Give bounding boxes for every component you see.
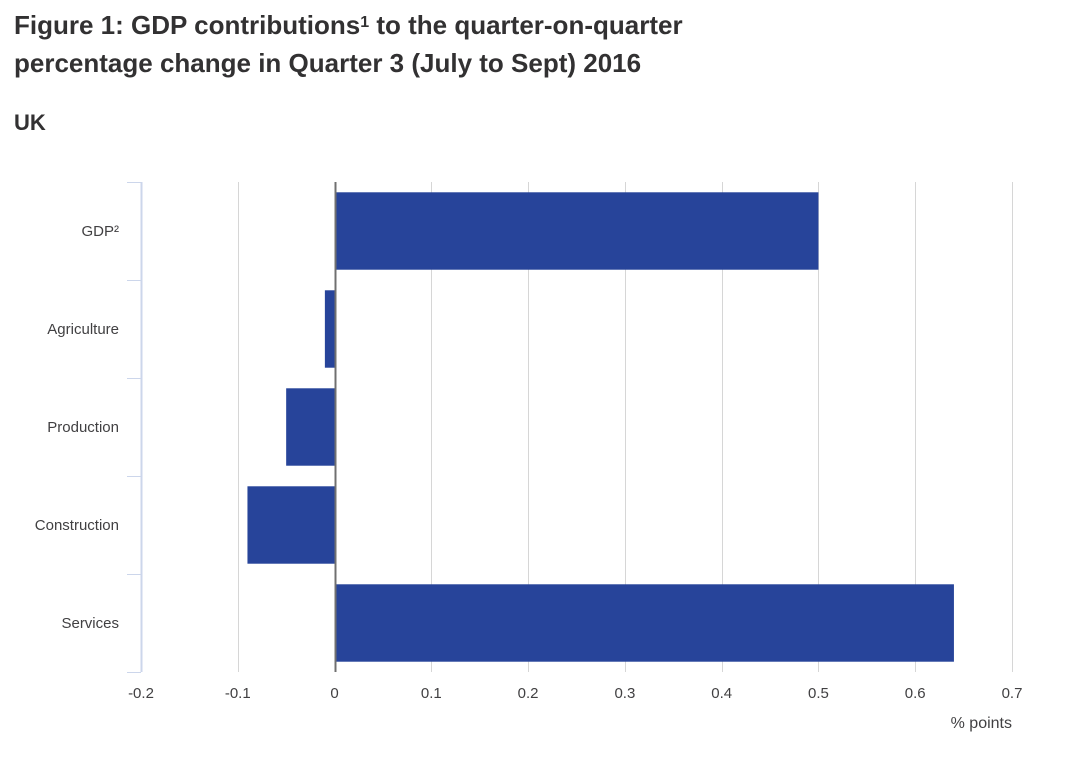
x-tick-label: -0.2 — [128, 685, 154, 702]
category-label: GDP² — [82, 223, 120, 240]
category-label: Agriculture — [47, 321, 119, 338]
category-label: Services — [61, 615, 119, 632]
title-text-part1: Figure 1: GDP contributions — [14, 10, 361, 40]
x-tick-label: 0.7 — [1002, 685, 1023, 702]
x-tick-label: -0.1 — [225, 685, 251, 702]
category-label: Construction — [35, 517, 119, 534]
bar — [247, 486, 335, 564]
category-label: Production — [47, 419, 119, 436]
x-tick-label: 0.6 — [905, 685, 926, 702]
x-tick-label: 0.4 — [711, 685, 732, 702]
bar — [286, 388, 335, 466]
chart-title: Figure 1: GDP contributions1 to the quar… — [14, 6, 1014, 82]
x-tick-label: 0.3 — [614, 685, 635, 702]
x-tick-label: 0 — [330, 685, 338, 702]
bar — [334, 192, 819, 270]
x-tick-label: 0.1 — [421, 685, 442, 702]
title-footnote-marker: 1 — [360, 14, 370, 31]
bar — [324, 290, 335, 368]
chart-subtitle: UK — [14, 110, 46, 135]
x-tick-label: 0.2 — [518, 685, 539, 702]
title-text-part2: to the quarter-on-quarter — [369, 10, 683, 40]
title-text-line2: percentage change in Quarter 3 (July to … — [14, 48, 642, 78]
x-tick-label: 0.5 — [808, 685, 829, 702]
bar — [334, 584, 954, 662]
x-axis-title: % points — [951, 715, 1012, 732]
